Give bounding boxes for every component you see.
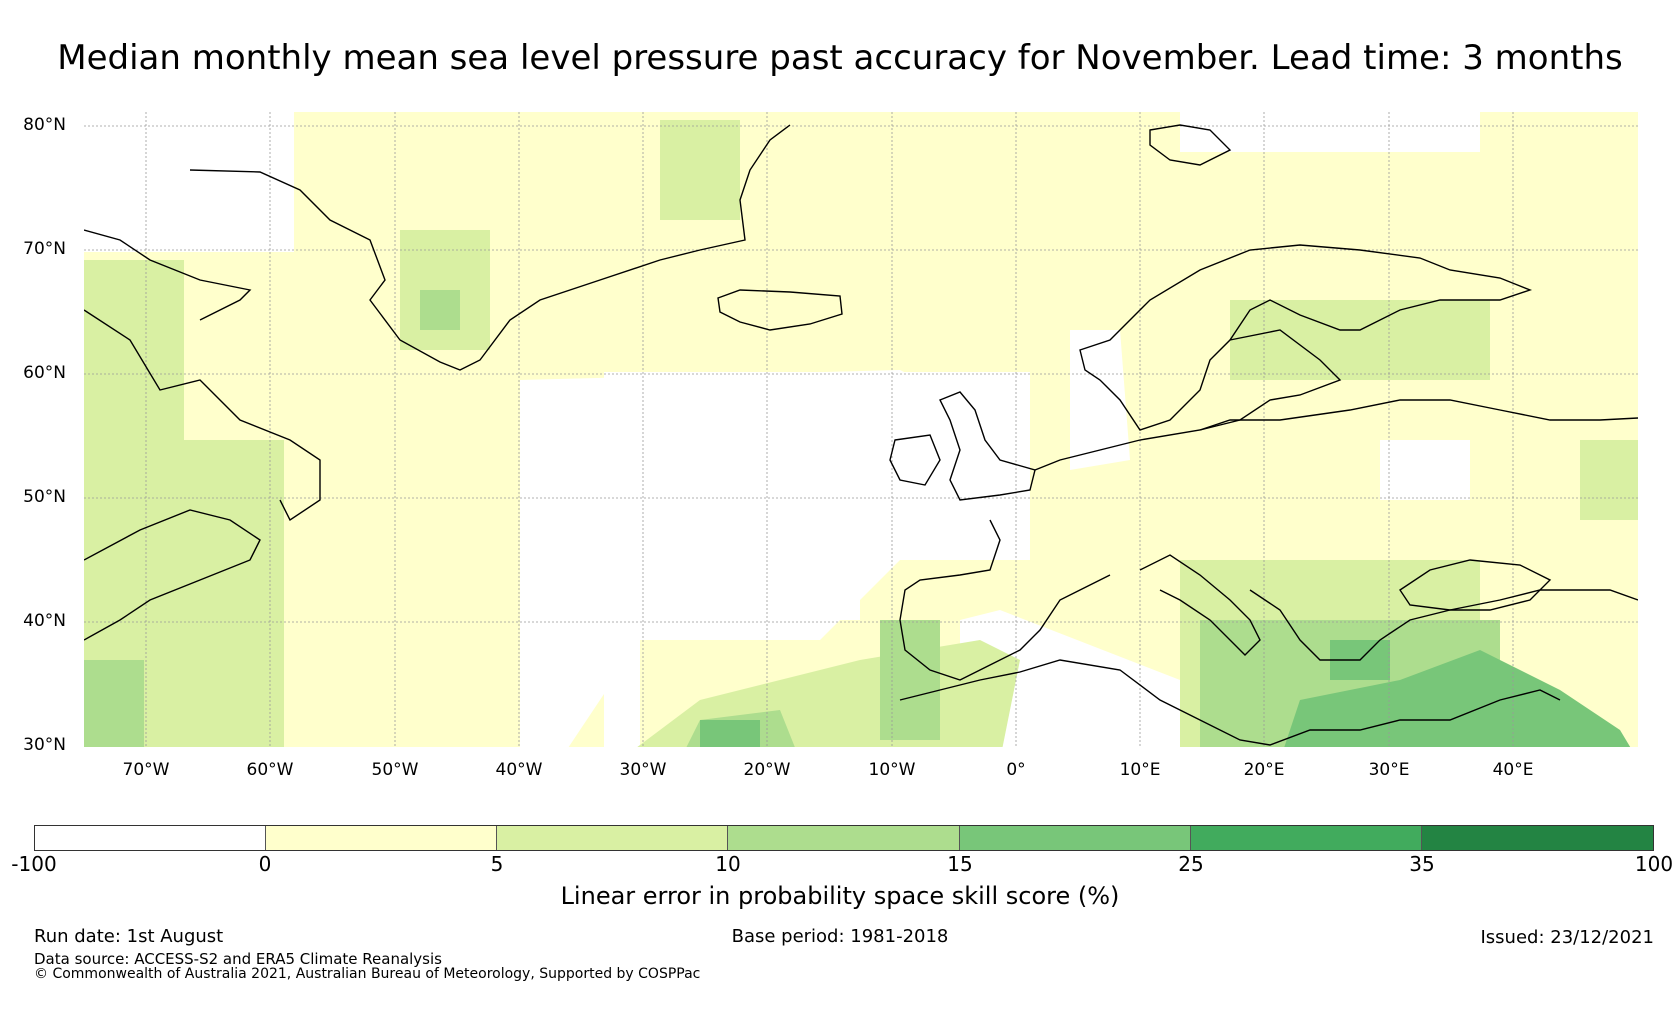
lat-label-50: 50°N bbox=[23, 487, 66, 507]
map-title: Median monthly mean sea level pressure p… bbox=[57, 38, 1623, 78]
svalbard-coast bbox=[1149, 124, 1232, 166]
lon-label-50w: 50°W bbox=[371, 760, 419, 780]
lon-label-70w: 70°W bbox=[122, 760, 170, 780]
issued-date: Issued: 23/12/2021 bbox=[1480, 927, 1654, 948]
colorbar-tick: 5 bbox=[490, 852, 504, 876]
ireland-coast bbox=[889, 434, 941, 486]
coastlines bbox=[84, 124, 1638, 746]
europe-mainland-coast bbox=[1034, 399, 1638, 471]
colorbar-segment bbox=[728, 826, 960, 850]
colorbar-tick: 0 bbox=[258, 852, 272, 876]
colorbar-tick: 15 bbox=[947, 852, 973, 876]
lon-label-20w: 20°W bbox=[743, 760, 791, 780]
labrador-coast bbox=[84, 309, 321, 522]
iberia-coast bbox=[899, 519, 1111, 681]
lat-label-80: 80°N bbox=[23, 115, 66, 135]
run-date: Run date: 1st August bbox=[34, 926, 224, 947]
lat-label-60: 60°N bbox=[23, 363, 66, 383]
nova-scotia-coast bbox=[84, 509, 261, 641]
lat-label-70: 70°N bbox=[23, 239, 66, 259]
colorbar-segment bbox=[1190, 826, 1422, 850]
graticule bbox=[84, 112, 1638, 747]
colorbar-segment bbox=[266, 826, 498, 850]
colorbar-segment bbox=[497, 826, 729, 850]
lon-label-0: 0° bbox=[1006, 760, 1026, 780]
lat-label-30: 30°N bbox=[23, 735, 66, 755]
colorbar-segment bbox=[35, 826, 267, 850]
base-period: Base period: 1981-2018 bbox=[731, 926, 949, 947]
lon-label-20e: 20°E bbox=[1243, 760, 1285, 780]
lon-label-60w: 60°W bbox=[246, 760, 294, 780]
colorbar-segment bbox=[959, 826, 1191, 850]
italy-coast bbox=[1139, 554, 1261, 656]
colorbar-tick: 100 bbox=[1634, 852, 1674, 876]
lon-label-30e: 30°E bbox=[1368, 760, 1410, 780]
copyright: © Commonwealth of Australia 2021, Austra… bbox=[34, 966, 701, 982]
colorbar-tick: 25 bbox=[1178, 852, 1204, 876]
north-africa-coast bbox=[899, 659, 1561, 746]
colorbar-tick: -100 bbox=[11, 852, 57, 876]
baffin-coast bbox=[84, 229, 252, 321]
colorbar-segment bbox=[1421, 826, 1653, 850]
lon-label-10w: 10°W bbox=[868, 760, 916, 780]
lon-label-30w: 30°W bbox=[619, 760, 667, 780]
scandinavia-coast bbox=[1079, 244, 1533, 431]
baltic-coast bbox=[1199, 329, 1342, 431]
balkans-coast bbox=[1249, 589, 1638, 661]
colorbar-tick: 10 bbox=[715, 852, 741, 876]
lon-label-40w: 40°W bbox=[495, 760, 543, 780]
lon-label-10e: 10°E bbox=[1119, 760, 1161, 780]
black-sea-coast bbox=[1399, 559, 1552, 611]
lon-label-40e: 40°E bbox=[1492, 760, 1534, 780]
britain-coast bbox=[939, 391, 1036, 501]
colorbar-tick: 35 bbox=[1409, 852, 1435, 876]
data-source: Data source: ACCESS-S2 and ERA5 Climate … bbox=[34, 950, 442, 968]
greenland-coast bbox=[189, 124, 791, 371]
colorbar bbox=[34, 825, 1654, 851]
lat-label-40: 40°N bbox=[23, 611, 66, 631]
iceland-coast bbox=[717, 289, 843, 331]
colorbar-label: Linear error in probability space skill … bbox=[560, 882, 1120, 910]
